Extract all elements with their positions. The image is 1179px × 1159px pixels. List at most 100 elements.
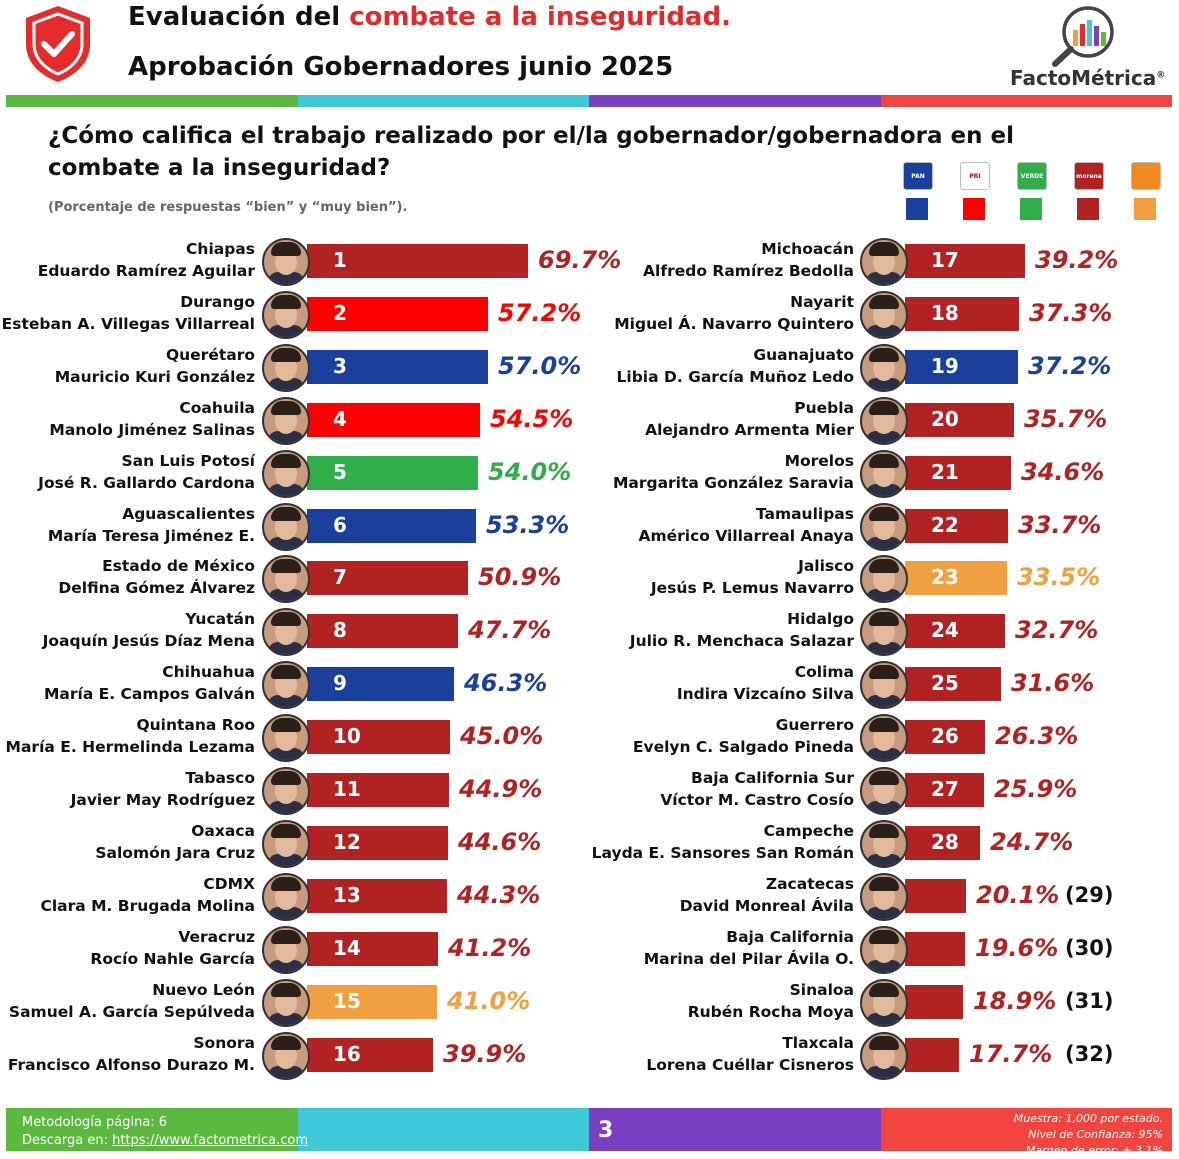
state-name: Coahuila bbox=[179, 398, 255, 417]
state-name: Durango bbox=[180, 292, 255, 311]
data-label: 19.6% bbox=[975, 933, 1059, 962]
avatar bbox=[262, 343, 310, 392]
page-subtitle: Aprobación Gobernadores junio 2025 bbox=[128, 52, 674, 82]
state-name: Nuevo León bbox=[152, 980, 255, 999]
rank-number: 8 bbox=[333, 618, 347, 643]
row-label: Tlaxcala Lorena Cuéllar Cisneros bbox=[646, 1032, 854, 1076]
rank-number: 27 bbox=[931, 777, 959, 801]
avatar bbox=[860, 396, 908, 445]
bar: 9 bbox=[307, 667, 454, 702]
avatar bbox=[860, 502, 908, 551]
data-label: 53.3% bbox=[486, 510, 570, 539]
bar: 20 bbox=[905, 402, 1014, 437]
state-name: Colima bbox=[794, 663, 854, 682]
state-name: Aguascalientes bbox=[122, 504, 255, 523]
governor-name: José R. Gallardo Cardona bbox=[38, 473, 255, 492]
rank-number: 10 bbox=[333, 724, 361, 749]
governor-name: David Monreal Ávila bbox=[679, 896, 854, 915]
rank-number: 26 bbox=[931, 724, 959, 749]
brand-name: FactoMétrica® bbox=[1010, 66, 1166, 90]
rank-number: 3 bbox=[333, 353, 347, 378]
download-link[interactable]: https://www.factometrica.com bbox=[112, 1133, 309, 1148]
governor-name: Lorena Cuéllar Cisneros bbox=[646, 1055, 854, 1074]
avatar bbox=[262, 238, 310, 286]
avatar bbox=[262, 714, 310, 763]
note: (Porcentaje de respuestas “bien” y “muy … bbox=[48, 200, 408, 215]
rank-number: 18 bbox=[931, 300, 959, 325]
governor-name: Mauricio Kuri González bbox=[54, 367, 255, 386]
rank-number: 19 bbox=[931, 353, 959, 378]
rank-number: 17 bbox=[931, 248, 959, 272]
avatar bbox=[860, 661, 908, 710]
governor-name: Julio R. Menchaca Salazar bbox=[629, 632, 854, 651]
data-label: 41.0% bbox=[447, 986, 531, 1015]
avatar bbox=[860, 819, 908, 868]
data-label: 57.0% bbox=[498, 351, 582, 380]
row-label: Baja California Marina del Pilar Ávila O. bbox=[644, 926, 854, 970]
legend-swatch bbox=[963, 198, 985, 220]
data-label: 44.6% bbox=[458, 827, 542, 856]
rank-number: 12 bbox=[333, 829, 361, 854]
avatar bbox=[262, 290, 310, 339]
row-label: Quintana Roo María E. Hermelinda Lezama bbox=[6, 714, 255, 758]
state-name: Yucatán bbox=[185, 610, 255, 629]
governor-name: Delfina Gómez Álvarez bbox=[58, 579, 255, 598]
governor-name: Salomón Jara Cruz bbox=[95, 843, 255, 862]
state-name: Guanajuato bbox=[753, 345, 854, 364]
state-name: Veracruz bbox=[178, 927, 255, 946]
data-label: 25.9% bbox=[994, 775, 1078, 803]
avatar bbox=[262, 925, 310, 974]
governor-name: Francisco Alfonso Durazo M. bbox=[7, 1055, 255, 1074]
bar: 2 bbox=[307, 296, 488, 331]
avatar bbox=[262, 978, 310, 1027]
row-label: Veracruz Rocío Nahle García bbox=[90, 926, 255, 970]
state-name: Baja California bbox=[726, 927, 854, 946]
rank-number: 9 bbox=[333, 671, 347, 696]
rank-number: 22 bbox=[931, 512, 959, 537]
governor-name: Clara M. Brugada Molina bbox=[40, 896, 255, 915]
avatar bbox=[860, 714, 908, 763]
bar: 10 bbox=[307, 720, 450, 755]
footer-sample-info: Muestra: 1,000 por estado. Nivel de Conf… bbox=[1013, 1112, 1163, 1157]
bar: 3 bbox=[307, 349, 488, 384]
state-name: Nayarit bbox=[790, 292, 854, 311]
row-label: Tamaulipas Américo Villarreal Anaya bbox=[638, 503, 854, 547]
bar: 4 bbox=[307, 402, 480, 437]
governor-name: Alfredo Ramírez Bedolla bbox=[643, 262, 854, 280]
governor-name: Evelyn C. Salgado Pineda bbox=[632, 738, 854, 757]
governor-name: Manolo Jiménez Salinas bbox=[49, 420, 255, 439]
avatar bbox=[262, 449, 310, 498]
morena-logo-icon: morena bbox=[1074, 162, 1104, 190]
bar: 1 bbox=[307, 244, 528, 278]
legend-pan: PAN bbox=[903, 162, 933, 220]
legend-mc bbox=[1131, 162, 1161, 220]
row-label: Nuevo León Samuel A. García Sepúlveda bbox=[9, 979, 255, 1023]
legend-pri: PRI bbox=[960, 162, 990, 220]
row-label: Puebla Alejandro Armenta Mier bbox=[645, 397, 854, 441]
title-accent: combate a la inseguridad. bbox=[349, 2, 731, 32]
data-label: 57.2% bbox=[498, 298, 582, 327]
governor-name: Miguel Á. Navarro Quintero bbox=[614, 314, 854, 333]
state-name: Hidalgo bbox=[787, 610, 854, 629]
data-label: 35.7% bbox=[1024, 404, 1108, 433]
state-name: Oaxaca bbox=[191, 821, 255, 840]
data-label: 26.3% bbox=[995, 722, 1079, 751]
state-name: Zacatecas bbox=[765, 874, 854, 893]
governor-name: Américo Villarreal Anaya bbox=[638, 526, 854, 545]
state-name: Estado de México bbox=[102, 557, 255, 576]
state-name: Querétaro bbox=[165, 345, 255, 364]
bar: 14 bbox=[307, 931, 438, 966]
row-label: Nayarit Miguel Á. Navarro Quintero bbox=[614, 291, 854, 335]
row-label: Chihuahua María E. Campos Galván bbox=[44, 661, 255, 705]
data-label: 20.1% bbox=[976, 880, 1060, 909]
data-label: 44.3% bbox=[457, 880, 541, 909]
rank-label: (30) bbox=[1065, 935, 1114, 960]
row-label: Sonora Francisco Alfonso Durazo M. bbox=[8, 1032, 255, 1076]
color-stripe bbox=[6, 95, 1172, 107]
bar: 27 bbox=[905, 773, 984, 807]
data-label: 69.7% bbox=[538, 246, 622, 274]
avatar bbox=[262, 1031, 310, 1080]
pan-logo-icon: PAN bbox=[903, 162, 933, 190]
rank-number: 1 bbox=[333, 248, 347, 272]
bar: 25 bbox=[905, 667, 1001, 702]
